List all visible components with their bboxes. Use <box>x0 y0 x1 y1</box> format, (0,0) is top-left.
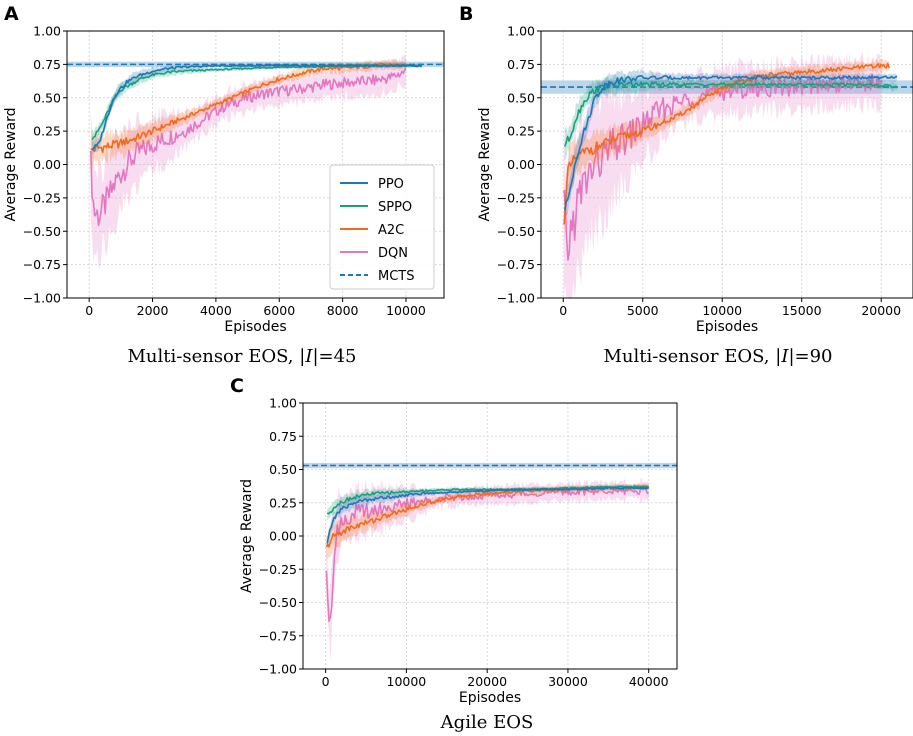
panel-c-ytick-label-3: −0.25 <box>259 562 297 577</box>
panel-b-xtick-label-1: 5000 <box>627 303 659 318</box>
panel-a-xtick-label-3: 6000 <box>263 303 295 318</box>
panel-letter-a: A <box>4 3 19 25</box>
panel-b-ytick-label-7: 0.75 <box>507 57 535 72</box>
panel-a-line-a2c <box>90 62 407 154</box>
panel-a-legend-label-mcts: MCTS <box>378 269 415 284</box>
panel-b: B 0 5000 10000 15000 20000 −1.00 −0.75 −0.50 −0.… <box>459 3 913 367</box>
panel-b-ytick-label-3: −0.25 <box>497 190 535 205</box>
panel-c-mcts-band <box>303 462 677 469</box>
panel-a-xtick-label-4: 8000 <box>327 303 359 318</box>
caption-b-prefix: Multi-sensor EOS, | <box>603 346 781 367</box>
panel-b-xtick-label-4: 20000 <box>861 303 901 318</box>
panel-c-line-a2c <box>325 484 650 548</box>
panel-c-ytick-label-0: −1.00 <box>259 662 297 677</box>
panel-a-ylabel: Average Reward <box>3 107 19 221</box>
panel-c-ytick-label-7: 0.75 <box>269 429 297 444</box>
panel-c-xtick-label-1: 10000 <box>387 674 427 689</box>
caption-c: Agile EOS <box>440 712 534 733</box>
panel-c-xtick-label-3: 30000 <box>548 674 588 689</box>
panel-letter-b: B <box>459 3 473 25</box>
panel-letter-c: C <box>230 375 244 397</box>
panel-b-xlabel: Episodes <box>696 319 758 335</box>
panel-b-xtick-label-3: 15000 <box>782 303 822 318</box>
panel-c-ytick-label-8: 1.00 <box>269 396 297 411</box>
panel-a-ytick-label-8: 1.00 <box>33 24 61 39</box>
panel-b-ytick-label-4: 0.00 <box>507 157 535 172</box>
caption-a: Multi-sensor EOS, |I|=45 <box>127 346 356 367</box>
panel-b-ytick-label-6: 0.50 <box>507 90 535 105</box>
panel-a-legend-label-dqn: DQN <box>378 246 408 261</box>
panel-c-ytick-label-1: −0.75 <box>259 628 297 643</box>
panel-a-ytick-label-1: −0.75 <box>23 257 61 272</box>
panel-a-xtick-label-0: 0 <box>85 303 93 318</box>
panel-c-ytick-label-2: −0.50 <box>259 595 297 610</box>
panel-a-xtick-label-5: 10000 <box>386 303 426 318</box>
panel-b-line-dqn <box>563 73 882 261</box>
panel-b-ytick-label-2: −0.50 <box>497 224 535 239</box>
panel-b-line-ppo <box>564 75 898 211</box>
panel-a-ytick-label-2: −0.50 <box>23 224 61 239</box>
panel-a-legend-label-ppo: PPO <box>378 177 404 192</box>
panel-a-legend-label-sppo: SPPO <box>378 200 412 215</box>
panel-a-line-ppo <box>92 64 423 150</box>
panel-b-xtick-label-0: 0 <box>559 303 567 318</box>
panel-b-ytick-label-5: 0.25 <box>507 124 535 139</box>
panel-a-xlabel: Episodes <box>224 319 286 335</box>
panel-b-ytick-label-1: −0.75 <box>497 257 535 272</box>
caption-b-suffix: |=90 <box>788 346 832 367</box>
panel-a-ytick-label-7: 0.75 <box>33 57 61 72</box>
panel-a-legend-box <box>329 164 435 290</box>
panel-a: A 0 2000 4000 6000 8000 10000 −1.00 −0.75 −0.50 −… <box>3 3 445 367</box>
panel-c: C 0 10000 20000 30000 40000 −1.00 −0.75 −0.50 −0… <box>230 375 678 733</box>
caption-a-prefix: Multi-sensor EOS, | <box>127 346 305 367</box>
panel-c-xtick-label-2: 20000 <box>467 674 507 689</box>
panel-a-xtick-label-1: 2000 <box>137 303 169 318</box>
caption-a-italic: I <box>304 346 313 367</box>
panel-c-ylabel: Average Reward <box>239 479 255 593</box>
panel-a-legend-label-a2c: A2C <box>378 223 404 238</box>
panel-b-ytick-label-0: −1.00 <box>497 291 535 306</box>
panel-a-mcts-band <box>67 61 444 68</box>
panel-b-line-a2c <box>563 62 890 225</box>
panel-a-xtick-label-2: 4000 <box>200 303 232 318</box>
panel-a-ytick-label-5: 0.25 <box>33 124 61 139</box>
panel-b-band-sppo <box>564 73 898 161</box>
caption-b-italic: I <box>780 346 789 367</box>
panel-c-xlabel: Episodes <box>459 690 521 706</box>
panel-b-band-ppo <box>564 68 898 219</box>
panel-c-band-sppo <box>327 484 649 521</box>
panel-c-ytick-label-6: 0.50 <box>269 462 297 477</box>
panel-b-line-sppo <box>564 81 898 147</box>
panel-b-ylabel: Average Reward <box>477 107 493 221</box>
caption-b: Multi-sensor EOS, |I|=90 <box>603 346 832 367</box>
panel-c-xtick-label-0: 0 <box>322 674 330 689</box>
caption-c-prefix: Agile EOS <box>440 712 534 733</box>
panel-a-ytick-label-4: 0.00 <box>33 157 61 172</box>
panel-a-ytick-label-0: −1.00 <box>23 291 61 306</box>
panel-a-line-dqn <box>90 68 407 227</box>
panel-b-ytick-label-8: 1.00 <box>507 24 535 39</box>
panel-c-line-ppo <box>326 486 650 544</box>
panel-c-ytick-label-4: 0.00 <box>269 529 297 544</box>
caption-a-suffix: |=45 <box>312 346 356 367</box>
panel-a-ytick-label-6: 0.50 <box>33 90 61 105</box>
panel-c-band-a2c <box>326 482 649 563</box>
panel-a-ytick-label-3: −0.25 <box>23 190 61 205</box>
panel-c-xtick-label-4: 40000 <box>629 674 669 689</box>
panel-c-ytick-label-5: 0.25 <box>269 495 297 510</box>
panel-b-xtick-label-2: 10000 <box>702 303 742 318</box>
